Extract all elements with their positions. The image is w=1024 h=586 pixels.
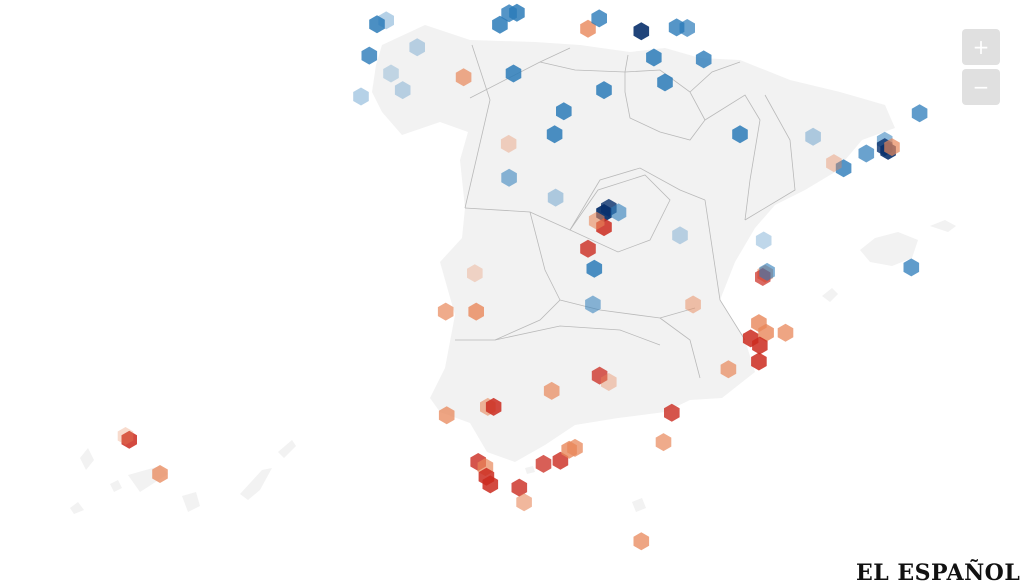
hex-marker[interactable] (911, 104, 928, 123)
hex-marker[interactable] (567, 438, 583, 457)
hex-marker[interactable] (437, 302, 454, 321)
hex-marker[interactable] (759, 262, 775, 281)
hex-marker[interactable] (546, 125, 563, 144)
hex-marker[interactable] (685, 295, 701, 314)
hex-marker[interactable] (591, 366, 608, 385)
hex-marker[interactable] (732, 125, 748, 144)
fuerteventura-island (240, 468, 272, 500)
hex-marker[interactable] (633, 532, 650, 551)
gomera-island (110, 480, 122, 492)
hex-marker[interactable] (720, 360, 737, 379)
hex-marker[interactable] (482, 475, 499, 494)
hex-marker[interactable] (485, 397, 502, 416)
hex-marker[interactable] (552, 451, 569, 470)
hex-marker[interactable] (596, 81, 612, 100)
hex-marker[interactable] (455, 68, 472, 87)
hex-marker[interactable] (591, 9, 607, 28)
gran-canaria-island (182, 492, 200, 512)
hex-marker[interactable] (500, 134, 517, 153)
hex-marker[interactable] (633, 22, 650, 41)
ceuta-enclave (525, 466, 535, 474)
hex-marker[interactable] (664, 403, 680, 422)
hex-marker[interactable] (884, 138, 900, 157)
hex-marker[interactable] (755, 231, 772, 250)
hex-marker[interactable] (835, 159, 852, 178)
hex-marker[interactable] (369, 15, 385, 34)
hex-marker[interactable] (505, 64, 522, 83)
hex-marker[interactable] (543, 381, 560, 400)
hex-marker[interactable] (588, 211, 605, 230)
la-palma-island (80, 448, 94, 470)
hex-marker[interactable] (383, 64, 399, 83)
hex-marker[interactable] (610, 203, 627, 222)
hex-marker[interactable] (657, 73, 673, 92)
hex-marker[interactable] (679, 19, 696, 37)
zoom-out-button[interactable]: − (962, 69, 1000, 105)
hex-marker[interactable] (152, 465, 168, 483)
zoom-in-button[interactable]: + (962, 29, 1000, 65)
hex-marker[interactable] (695, 50, 712, 69)
ibiza-island (822, 288, 838, 302)
hex-marker[interactable] (580, 19, 596, 38)
hex-marker[interactable] (438, 406, 455, 425)
hex-marker[interactable] (601, 373, 617, 391)
hex-marker[interactable] (121, 430, 138, 449)
hex-markers-layer (117, 3, 928, 551)
hex-marker[interactable] (516, 493, 532, 512)
hex-marker[interactable] (758, 323, 774, 342)
hex-marker[interactable] (468, 302, 484, 321)
hex-marker[interactable] (492, 15, 508, 34)
hex-marker[interactable] (511, 478, 528, 497)
hex-marker[interactable] (586, 259, 603, 278)
mallorca-island (860, 232, 918, 266)
menorca-island (930, 220, 956, 232)
hex-marker[interactable] (655, 433, 672, 452)
hex-marker[interactable] (672, 226, 688, 245)
lanzarote-island (278, 440, 296, 458)
hex-marker[interactable] (547, 188, 564, 207)
region-borders (455, 44, 796, 379)
hex-marker[interactable] (826, 154, 842, 173)
hex-marker[interactable] (646, 48, 662, 67)
hex-marker[interactable] (467, 264, 483, 283)
hex-marker[interactable] (501, 168, 517, 187)
hex-marker[interactable] (858, 144, 875, 163)
hex-marker[interactable] (353, 87, 369, 106)
hex-marker[interactable] (777, 323, 794, 342)
spain-mainland-region (372, 25, 895, 462)
el-espanol-logo: EL ESPAÑOL (856, 560, 1021, 586)
hex-marker[interactable] (903, 258, 920, 277)
hex-marker[interactable] (556, 102, 572, 121)
hex-marker[interactable] (535, 454, 552, 473)
hex-marker[interactable] (117, 427, 134, 445)
hex-marker[interactable] (394, 81, 411, 100)
hex-marker[interactable] (409, 38, 425, 57)
hex-marker[interactable] (361, 46, 378, 65)
hex-marker[interactable] (805, 127, 821, 146)
hex-marker[interactable] (752, 336, 768, 355)
melilla-enclave (632, 498, 646, 512)
hex-marker[interactable] (751, 352, 767, 371)
hex-marker[interactable] (585, 295, 601, 314)
hex-marker[interactable] (580, 239, 596, 258)
hex-marker[interactable] (509, 3, 525, 22)
hex-marker[interactable] (378, 11, 394, 30)
hierro-island (70, 502, 84, 514)
